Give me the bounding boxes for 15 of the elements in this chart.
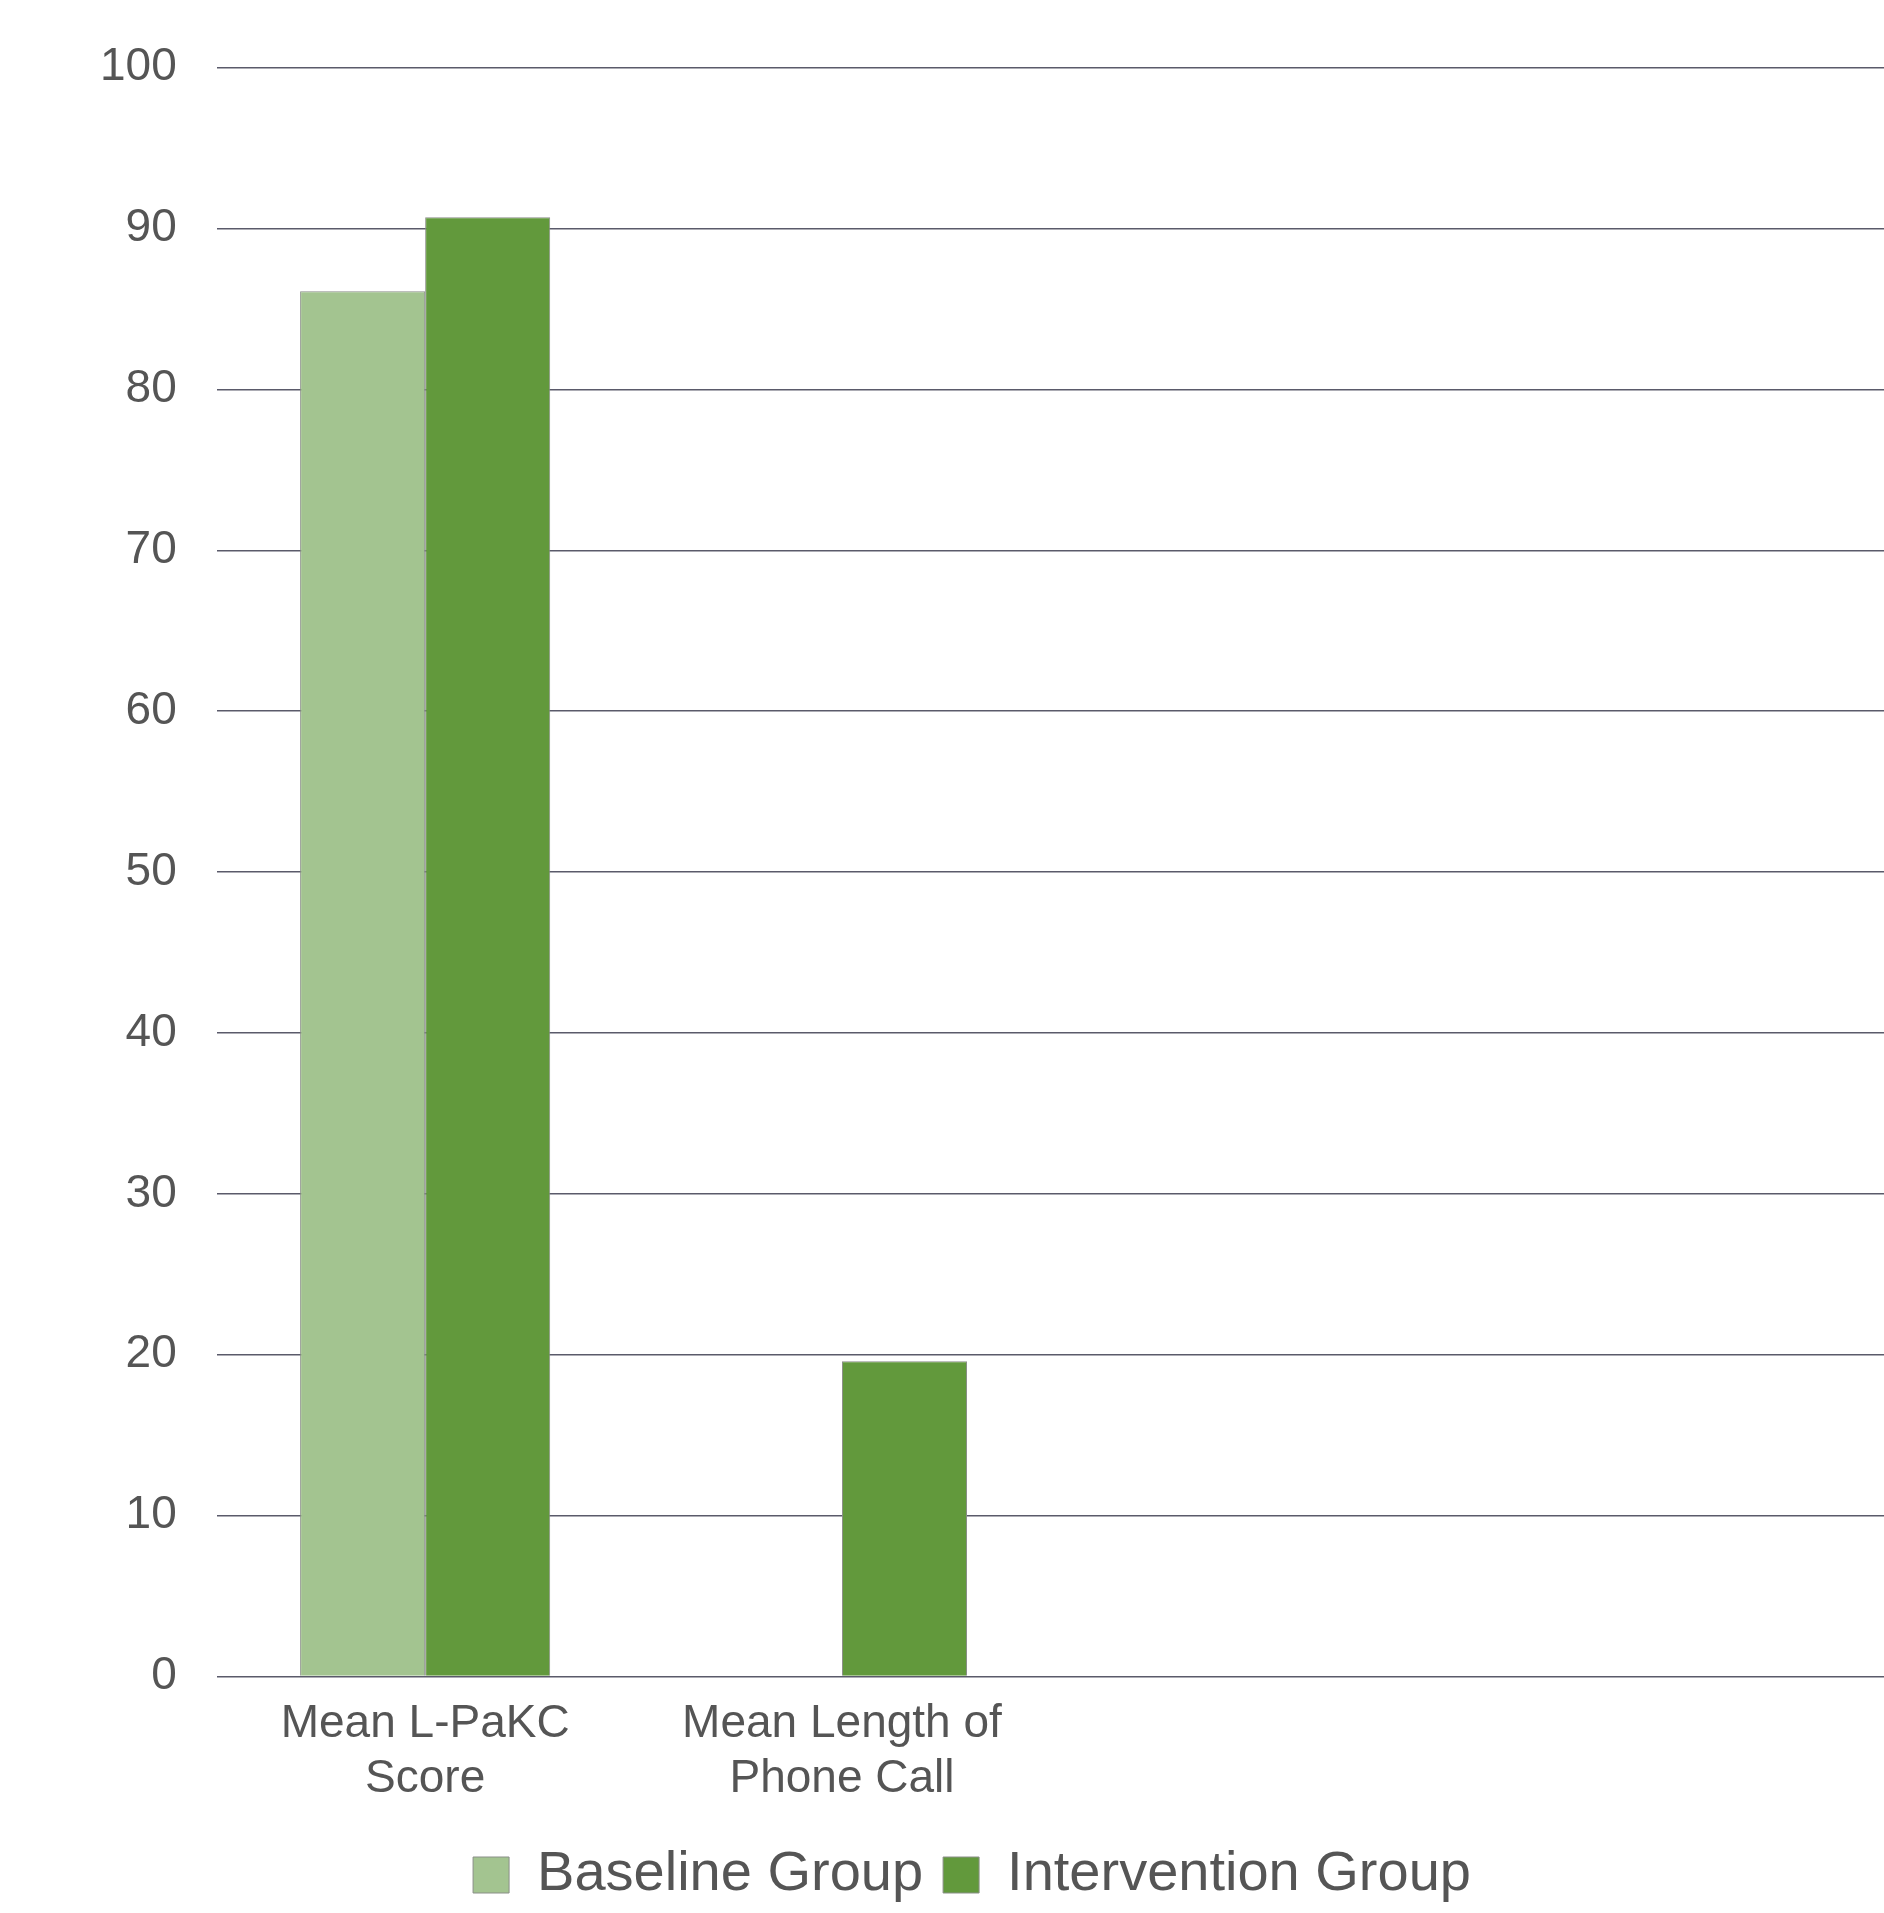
y-tick-label: 10 — [125, 1486, 177, 1539]
y-tick-label: 30 — [125, 1164, 177, 1217]
x-tick-label: Mean L-PaKC Score — [280, 1694, 570, 1803]
legend-label: Baseline Group — [537, 1839, 924, 1903]
y-tick-label: 40 — [125, 1003, 177, 1056]
y-tick-label: 90 — [125, 199, 177, 252]
y-tick-label: 0 — [151, 1647, 177, 1700]
y-tick-label: 50 — [125, 842, 177, 895]
legend-label: Intervention Group — [1007, 1839, 1471, 1903]
y-tick-label: 70 — [125, 520, 177, 573]
y-tick-label: 60 — [125, 681, 177, 734]
x-tick-label: Mean Length of Phone Call — [682, 1694, 1003, 1803]
y-tick-label: 100 — [100, 38, 177, 91]
y-tick-label: 20 — [125, 1325, 177, 1378]
y-tick-label: 80 — [125, 360, 177, 413]
